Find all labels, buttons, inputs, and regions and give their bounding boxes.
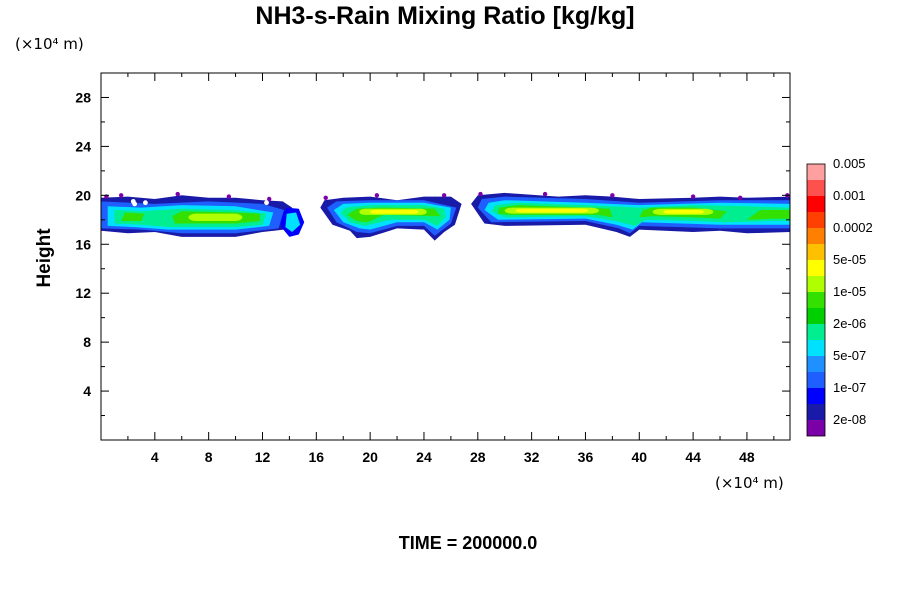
cloud-green	[121, 212, 145, 221]
colorbar-frame	[806, 163, 826, 437]
colorbar-label: 5e-07	[833, 348, 866, 363]
mixing-ratio-field	[101, 191, 790, 241]
x-tick-label: 20	[362, 449, 378, 465]
colorbar-swatch	[807, 260, 825, 276]
cloud-fringe	[267, 196, 272, 202]
x-unit-label: (×10⁴ m)	[715, 474, 784, 492]
y-axis-label: Height	[34, 228, 55, 288]
cloud-fringe	[132, 201, 138, 207]
x-tick-label: 44	[685, 449, 701, 465]
cloud-green	[746, 210, 790, 220]
cloud-core-max	[663, 210, 704, 214]
y-unit-label: (×10⁴ m)	[15, 35, 84, 53]
cloud-core-max	[370, 210, 419, 214]
x-tick-label: 36	[578, 449, 594, 465]
colorbar-swatch	[807, 228, 825, 244]
cloud-cyan	[285, 212, 301, 232]
colorbar-swatch	[807, 180, 825, 196]
colorbar-swatch	[807, 388, 825, 404]
colorbar: 2e-08 1e-07 5e-07 2e-06 1e-05 5e-05 0.0002 0.00…	[806, 156, 873, 437]
colorbar-swatch	[807, 276, 825, 292]
colorbar-swatch	[807, 372, 825, 388]
colorbar-swatch	[807, 356, 825, 372]
x-axis: 4 8 12 16 20 24 28 32 36 40 44 48	[127, 73, 775, 465]
y-tick-label: 4	[83, 383, 91, 399]
colorbar-swatch	[807, 196, 825, 212]
x-tick-label: 40	[631, 449, 647, 465]
cloud-fringe	[143, 200, 148, 206]
colorbar-label: 2e-08	[833, 412, 866, 427]
cloud-core-max	[515, 208, 589, 213]
cloud-fringe	[374, 193, 380, 198]
colorbar-swatch	[807, 308, 825, 324]
colorbar-label: 0.001	[833, 188, 866, 203]
colorbar-label: 1e-05	[833, 284, 866, 299]
y-tick-label: 28	[75, 89, 91, 105]
y-tick-label: 24	[75, 138, 91, 154]
y-tick-label: 8	[83, 334, 91, 350]
cloud-fringe	[226, 194, 232, 199]
colorbar-swatch	[807, 340, 825, 356]
colorbar-swatch	[807, 324, 825, 340]
colorbar-label: 0.0002	[833, 220, 873, 235]
x-tick-label: 24	[416, 449, 432, 465]
colorbar-swatch	[807, 404, 825, 420]
colorbar-swatch	[807, 164, 825, 180]
x-tick-label: 16	[309, 449, 325, 465]
time-label: TIME = 200000.0	[399, 533, 538, 553]
cloud-fringe	[175, 191, 180, 197]
cloud-fringe	[264, 200, 269, 206]
colorbar-label: 2e-06	[833, 316, 866, 331]
colorbar-swatch	[807, 420, 825, 436]
colorbar-label: 1e-07	[833, 380, 866, 395]
y-tick-label: 12	[75, 285, 91, 301]
cloud-fringe	[478, 191, 483, 197]
colorbar-swatch	[807, 212, 825, 228]
colorbar-label: 5e-05	[833, 252, 866, 267]
colorbar-swatch	[807, 244, 825, 260]
cloud-fringe	[690, 194, 696, 199]
cloud-fringe	[323, 195, 328, 200]
cloud-fringe	[610, 193, 615, 198]
y-tick-label: 20	[75, 187, 91, 203]
cloud-core	[188, 213, 243, 222]
cloud-fringe	[738, 195, 743, 200]
cloud-fringe	[441, 193, 447, 198]
x-tick-label: 32	[524, 449, 540, 465]
colorbar-label: 0.005	[833, 156, 866, 171]
cloud-fringe	[118, 193, 124, 198]
colorbar-swatch	[807, 292, 825, 308]
y-axis: 4 8 12 16 20 24 28	[75, 89, 790, 417]
x-tick-label: 28	[470, 449, 486, 465]
x-tick-label: 48	[739, 449, 755, 465]
chart-title: NH3-s-Rain Mixing Ratio [kg/kg]	[255, 2, 634, 30]
x-tick-label: 8	[205, 449, 213, 465]
plot-area	[100, 72, 791, 441]
cloud-fringe	[542, 191, 548, 197]
plot-frame	[100, 72, 791, 441]
x-tick-label: 12	[255, 449, 271, 465]
y-tick-label: 16	[75, 236, 91, 252]
x-tick-label: 4	[151, 449, 159, 465]
